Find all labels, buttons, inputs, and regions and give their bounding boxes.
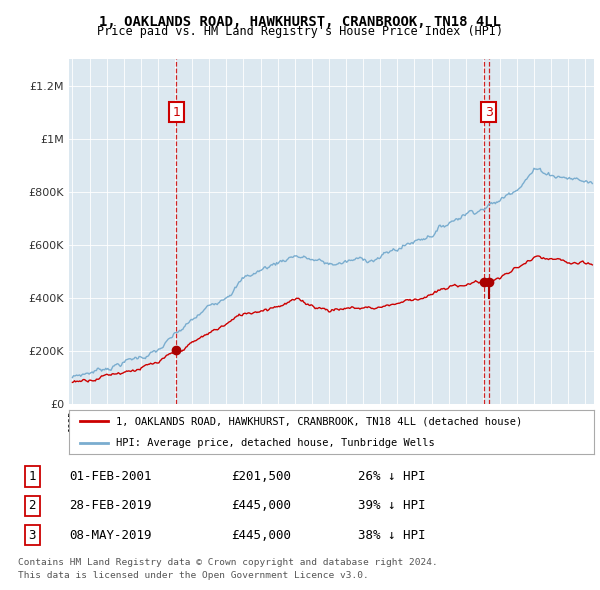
- Text: 08-MAY-2019: 08-MAY-2019: [70, 529, 152, 542]
- Text: 38% ↓ HPI: 38% ↓ HPI: [358, 529, 425, 542]
- Text: Price paid vs. HM Land Registry's House Price Index (HPI): Price paid vs. HM Land Registry's House …: [97, 25, 503, 38]
- Text: 1: 1: [173, 106, 181, 119]
- Text: 1: 1: [28, 470, 36, 483]
- Text: 39% ↓ HPI: 39% ↓ HPI: [358, 499, 425, 513]
- Text: HPI: Average price, detached house, Tunbridge Wells: HPI: Average price, detached house, Tunb…: [116, 438, 435, 448]
- Text: 1, OAKLANDS ROAD, HAWKHURST, CRANBROOK, TN18 4LL: 1, OAKLANDS ROAD, HAWKHURST, CRANBROOK, …: [99, 15, 501, 29]
- Text: 2: 2: [28, 499, 36, 513]
- Text: £201,500: £201,500: [231, 470, 291, 483]
- Text: 3: 3: [28, 529, 36, 542]
- Text: This data is licensed under the Open Government Licence v3.0.: This data is licensed under the Open Gov…: [18, 571, 369, 580]
- Text: 3: 3: [485, 106, 493, 119]
- Text: £445,000: £445,000: [231, 499, 291, 513]
- Text: Contains HM Land Registry data © Crown copyright and database right 2024.: Contains HM Land Registry data © Crown c…: [18, 558, 438, 566]
- Text: 01-FEB-2001: 01-FEB-2001: [70, 470, 152, 483]
- Text: 26% ↓ HPI: 26% ↓ HPI: [358, 470, 425, 483]
- Text: 1, OAKLANDS ROAD, HAWKHURST, CRANBROOK, TN18 4LL (detached house): 1, OAKLANDS ROAD, HAWKHURST, CRANBROOK, …: [116, 416, 523, 426]
- Text: £445,000: £445,000: [231, 529, 291, 542]
- Text: 28-FEB-2019: 28-FEB-2019: [70, 499, 152, 513]
